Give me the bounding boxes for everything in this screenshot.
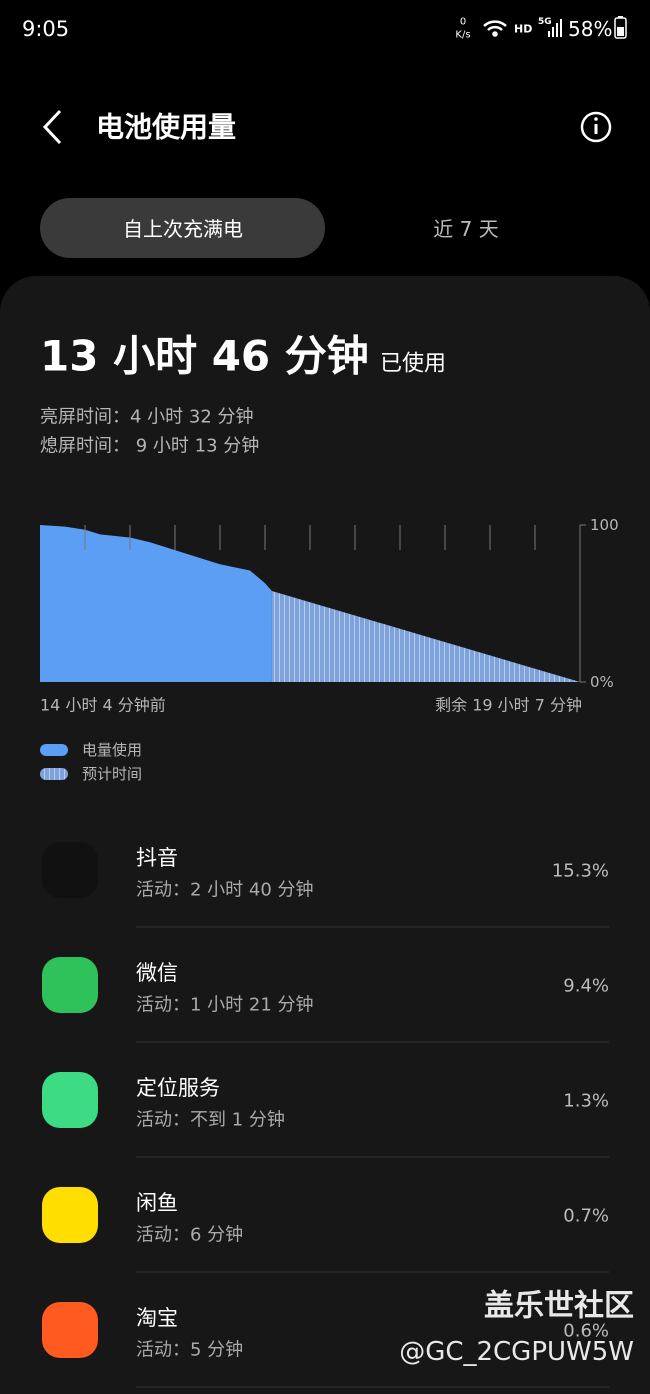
- app-activity: 活动：6 分钟: [136, 1225, 243, 1246]
- app-icon: [42, 1072, 98, 1128]
- screen-on-time: 亮屏时间：4 小时 32 分钟: [40, 407, 254, 428]
- used-time: 13 小时 46 分钟: [40, 332, 369, 381]
- signal-type: 5G: [538, 17, 552, 27]
- legend-swatch: [40, 768, 68, 780]
- net-speed: 0: [460, 17, 466, 28]
- app-icon: [42, 957, 98, 1013]
- app-activity: 活动：5 分钟: [136, 1340, 243, 1361]
- signal-icon: [548, 19, 562, 37]
- wifi-icon: [483, 20, 507, 37]
- app-activity: 活动：1 小时 21 分钟: [136, 995, 314, 1016]
- app-icon: [42, 842, 98, 898]
- app-name: 定位服务: [136, 1076, 220, 1100]
- watermark-brand: 盖乐世社区: [484, 1289, 634, 1324]
- battery-chart: 100 0%: [40, 516, 619, 691]
- app-name: 微信: [136, 961, 178, 985]
- status-time: 9:05: [22, 17, 69, 41]
- page-title: 电池使用量: [96, 111, 236, 144]
- net-unit: K/s: [455, 30, 470, 41]
- info-button[interactable]: [580, 111, 612, 143]
- y-tick-label: 100: [590, 516, 619, 534]
- screen-off-time: 熄屏时间： 9 小时 13 分钟: [40, 436, 259, 457]
- x-start-label: 14 小时 4 分钟前: [40, 696, 166, 715]
- hd-indicator: HD: [514, 23, 532, 36]
- tab-label[interactable]: 自上次充满电: [123, 217, 243, 241]
- app-activity: 活动：2 小时 40 分钟: [136, 880, 314, 901]
- app-percent: 0.6%: [563, 1321, 609, 1342]
- legend-swatch: [40, 744, 68, 756]
- app-percent: 0.7%: [563, 1206, 609, 1227]
- battery-icon: [614, 16, 627, 39]
- area: [271, 590, 580, 682]
- app-percent: 9.4%: [563, 976, 609, 997]
- used-label: 已使用: [380, 352, 446, 377]
- app-icon: [42, 1302, 98, 1358]
- app-icon: [42, 1187, 98, 1243]
- area: [40, 525, 272, 682]
- y-tick-label: 0%: [590, 673, 614, 691]
- watermark-user: @GC_2CGPUW5W: [399, 1337, 634, 1367]
- app-percent: 15.3%: [552, 861, 609, 882]
- battery-percent: 58%: [568, 17, 612, 41]
- legend-label: 预计时间: [82, 765, 142, 783]
- app-percent: 1.3%: [563, 1091, 609, 1112]
- x-end-label: 剩余 19 小时 7 分钟: [435, 696, 582, 715]
- tab-label[interactable]: 近 7 天: [433, 217, 498, 241]
- app-name: 抖音: [136, 846, 178, 870]
- legend-label: 电量使用: [82, 741, 142, 759]
- app-name: 淘宝: [136, 1306, 178, 1330]
- app-name: 闲鱼: [136, 1191, 178, 1215]
- app-activity: 活动：不到 1 分钟: [136, 1110, 285, 1131]
- back-button[interactable]: [42, 109, 62, 145]
- tab-selected[interactable]: [40, 198, 325, 258]
